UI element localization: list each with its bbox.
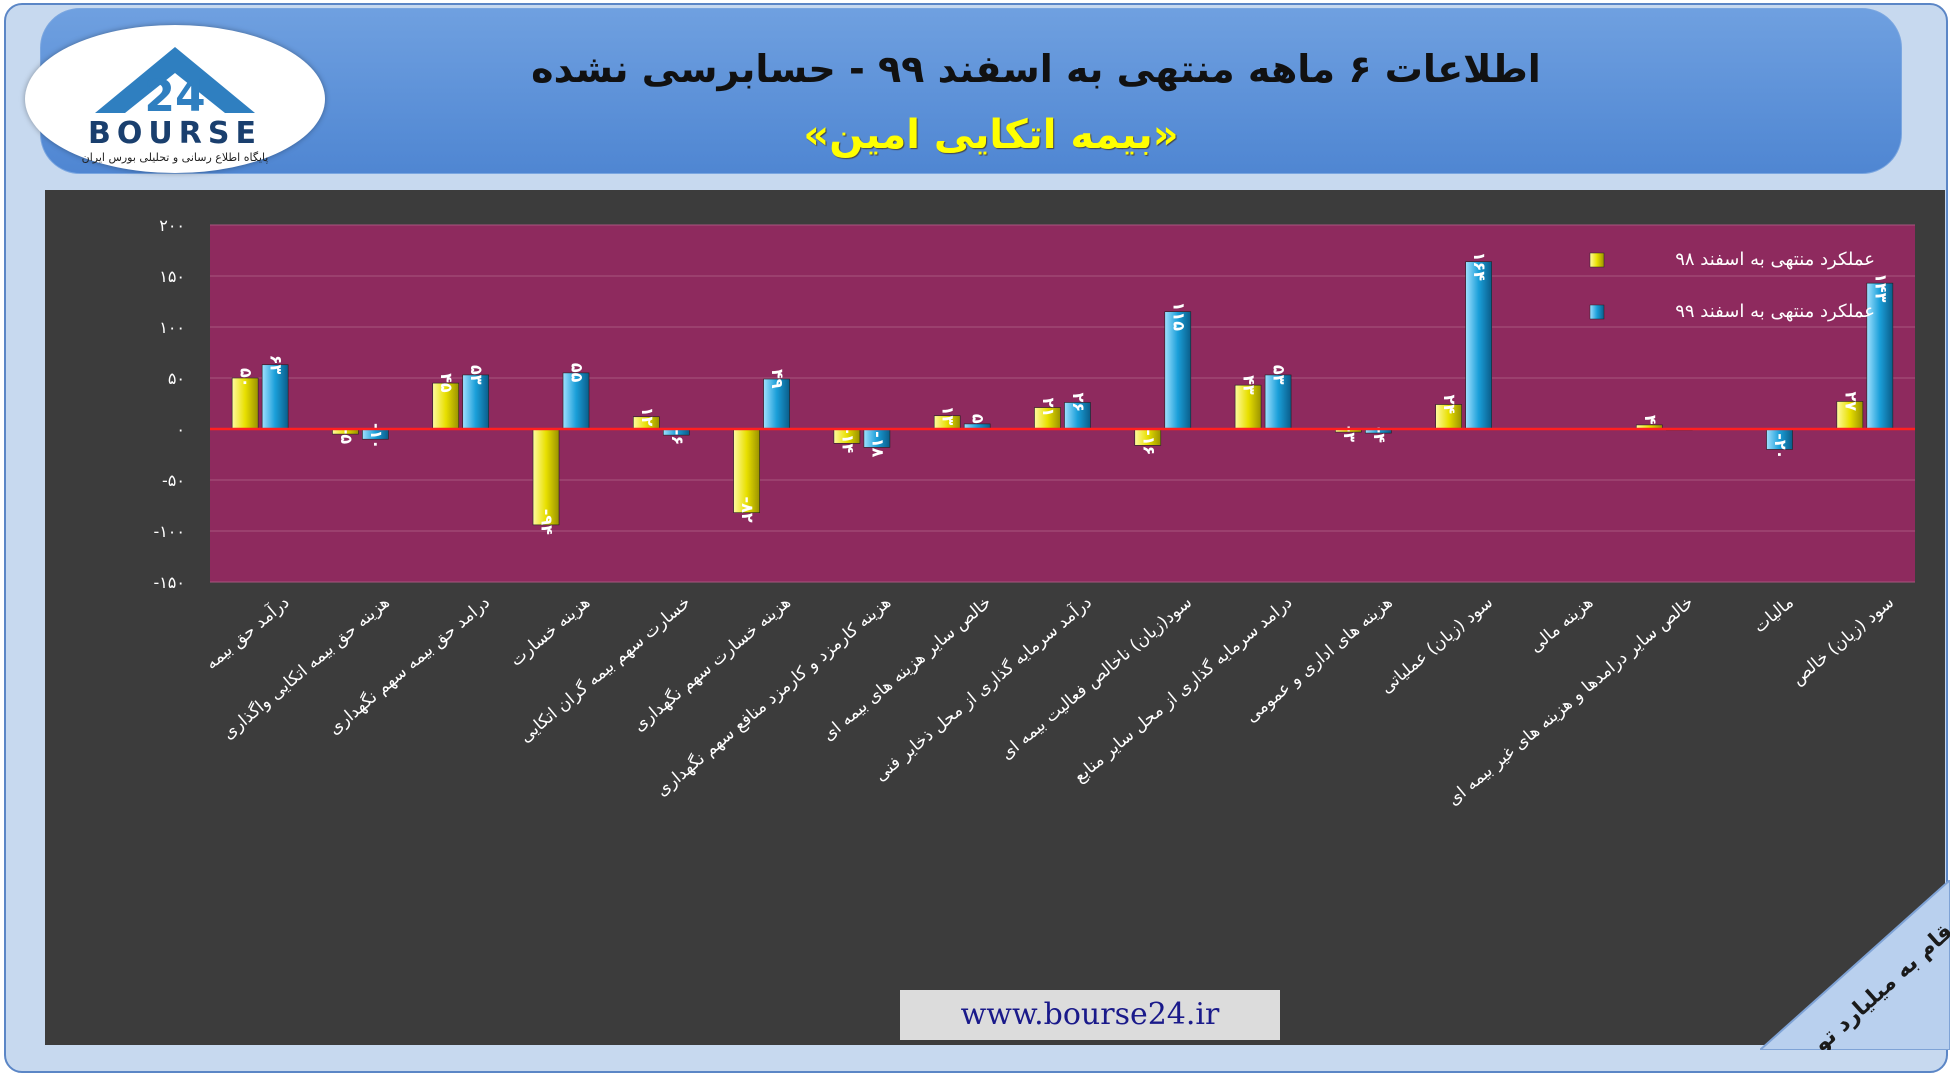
data-label: ۱۳ — [939, 406, 958, 426]
bar — [1064, 402, 1091, 430]
y-tick-label: -۱۵۰ — [153, 573, 185, 592]
logo-wordmark: BOURSE — [88, 116, 262, 151]
bar-chart: ۲۰۰۱۵۰۱۰۰۵۰۰-۵۰-۱۰۰-۱۵۰۵۰-۵۴۵-۹۴۱۲-۸۲-۱۴… — [153, 216, 1915, 810]
legend-entry: عملکرد منتهی به اسفند ۹۹ — [1675, 301, 1875, 322]
bar — [1866, 282, 1894, 430]
data-label: ۴ — [1641, 415, 1660, 425]
y-tick-label: -۱۰۰ — [153, 522, 185, 541]
bar — [1164, 311, 1192, 430]
category-label: درامد حق بیمه سهم نگهداری — [324, 592, 494, 739]
data-label: ۲۱ — [1039, 398, 1058, 418]
bar — [763, 378, 790, 430]
category-label: درآمد سرمایه گذاری از محل ذخایر فنی — [870, 591, 1096, 786]
data-label: -۲۰ — [1771, 433, 1790, 459]
category-label: خسارت سهم بیمه گران اتکایی — [515, 592, 694, 747]
data-label: ۴۹ — [768, 369, 787, 389]
y-tick-label: ۲۰۰ — [159, 216, 185, 235]
category-label: سود (زیان) خالص — [1788, 593, 1898, 690]
company-subtitle: «بیمه اتکایی امین» — [803, 112, 1179, 158]
legend-entry: عملکرد منتهی به اسفند ۹۸ — [1675, 249, 1875, 270]
y-tick-label: ۱۰۰ — [159, 318, 185, 337]
data-label: -۱۰ — [367, 423, 386, 449]
data-label: ۱۱۵ — [1169, 302, 1188, 332]
data-label: ۱۲ — [638, 407, 657, 427]
bar — [261, 364, 289, 430]
bar — [1836, 401, 1864, 430]
website-url[interactable]: www.bourse24.ir — [900, 990, 1280, 1040]
category-label: هزینه خسارت — [506, 593, 594, 671]
category-label: سود(زیان) ناخالص فعالیت بیمه ای — [997, 593, 1196, 765]
bar — [462, 374, 490, 430]
category-label: هزینه حق بیمه اتکایی واگذاری — [218, 592, 394, 744]
unit-note-corner: ارقام به میلیارد تومان — [1760, 880, 1950, 1050]
plot-area — [210, 225, 1915, 582]
data-label: ۵۳ — [1270, 365, 1289, 385]
y-tick-label: -۵۰ — [162, 471, 185, 490]
data-label: -۱۴ — [838, 427, 857, 453]
bar — [1465, 261, 1492, 430]
data-label: -۴ — [1370, 427, 1389, 444]
bourse24-logo: 24 BOURSE پایگاه اطلاع رسانی و تحلیلی بو… — [25, 25, 325, 173]
data-label: -۹۴ — [538, 509, 557, 535]
data-label: ۱۴۳ — [1871, 273, 1890, 303]
data-label: ۶۳ — [267, 355, 286, 375]
bar — [532, 428, 560, 526]
category-label: هزینه مالی — [1526, 593, 1597, 657]
data-label: ۴۵ — [437, 373, 456, 393]
data-label: ۵۳ — [467, 365, 486, 385]
chart-panel: ۲۰۰ ۱۵۰ ۱۰۰ ۵۰ ۰ -۵۰ -۱۰۰ -۱۵۰ ۵۰ -۵ ۴۵ -۹۴ ۱۲ -۸۲ -۱۴… — [45, 190, 1945, 1045]
data-label: -۵ — [337, 428, 356, 445]
category-label: درآمد حق بیمه — [200, 591, 293, 674]
data-label: -۱۶ — [1139, 429, 1158, 455]
data-label: ۲۶ — [1069, 392, 1088, 412]
logo-tagline: پایگاه اطلاع رسانی و تحلیلی بورس ایران — [82, 151, 269, 164]
header-banner: اطلاعات ۶ ماهه منتهی به اسفند ۹۹ - حسابر… — [40, 8, 1902, 174]
data-label: ۵ — [969, 414, 988, 424]
bar — [231, 377, 259, 430]
bar — [562, 372, 590, 430]
category-label: هزینه خسارت سهم نگهداری — [629, 592, 795, 736]
data-label: -۶ — [668, 429, 687, 445]
legend-swatch — [1589, 252, 1605, 268]
data-label: -۸۲ — [738, 496, 757, 522]
bar — [1435, 404, 1462, 430]
data-label: ۲۷ — [1841, 391, 1860, 411]
category-label: مالیات — [1750, 593, 1798, 638]
data-label: ۱۶۴ — [1470, 252, 1489, 282]
y-tick-label: ۱۵۰ — [159, 267, 185, 286]
category-label: خالص سایر هزینه های بیمه ای — [819, 593, 996, 746]
category-label: درامد سرمایه گذاری از محل سایر منابع — [1069, 592, 1296, 787]
page-title: اطلاعات ۶ ماهه منتهی به اسفند ۹۹ - حسابر… — [531, 47, 1541, 91]
legend-swatch — [1589, 304, 1605, 320]
y-tick-label: ۰ — [176, 420, 185, 439]
data-label: ۵۰ — [237, 368, 256, 388]
bar — [432, 382, 460, 430]
data-label: -۱۸ — [868, 431, 887, 457]
data-label: ۵۵ — [568, 363, 587, 383]
logo-number: 24 — [144, 71, 205, 122]
y-tick-label: ۵۰ — [168, 369, 185, 388]
data-label: ۴۳ — [1240, 375, 1259, 395]
bar — [1264, 374, 1292, 430]
data-label: ۲۴ — [1440, 395, 1459, 415]
